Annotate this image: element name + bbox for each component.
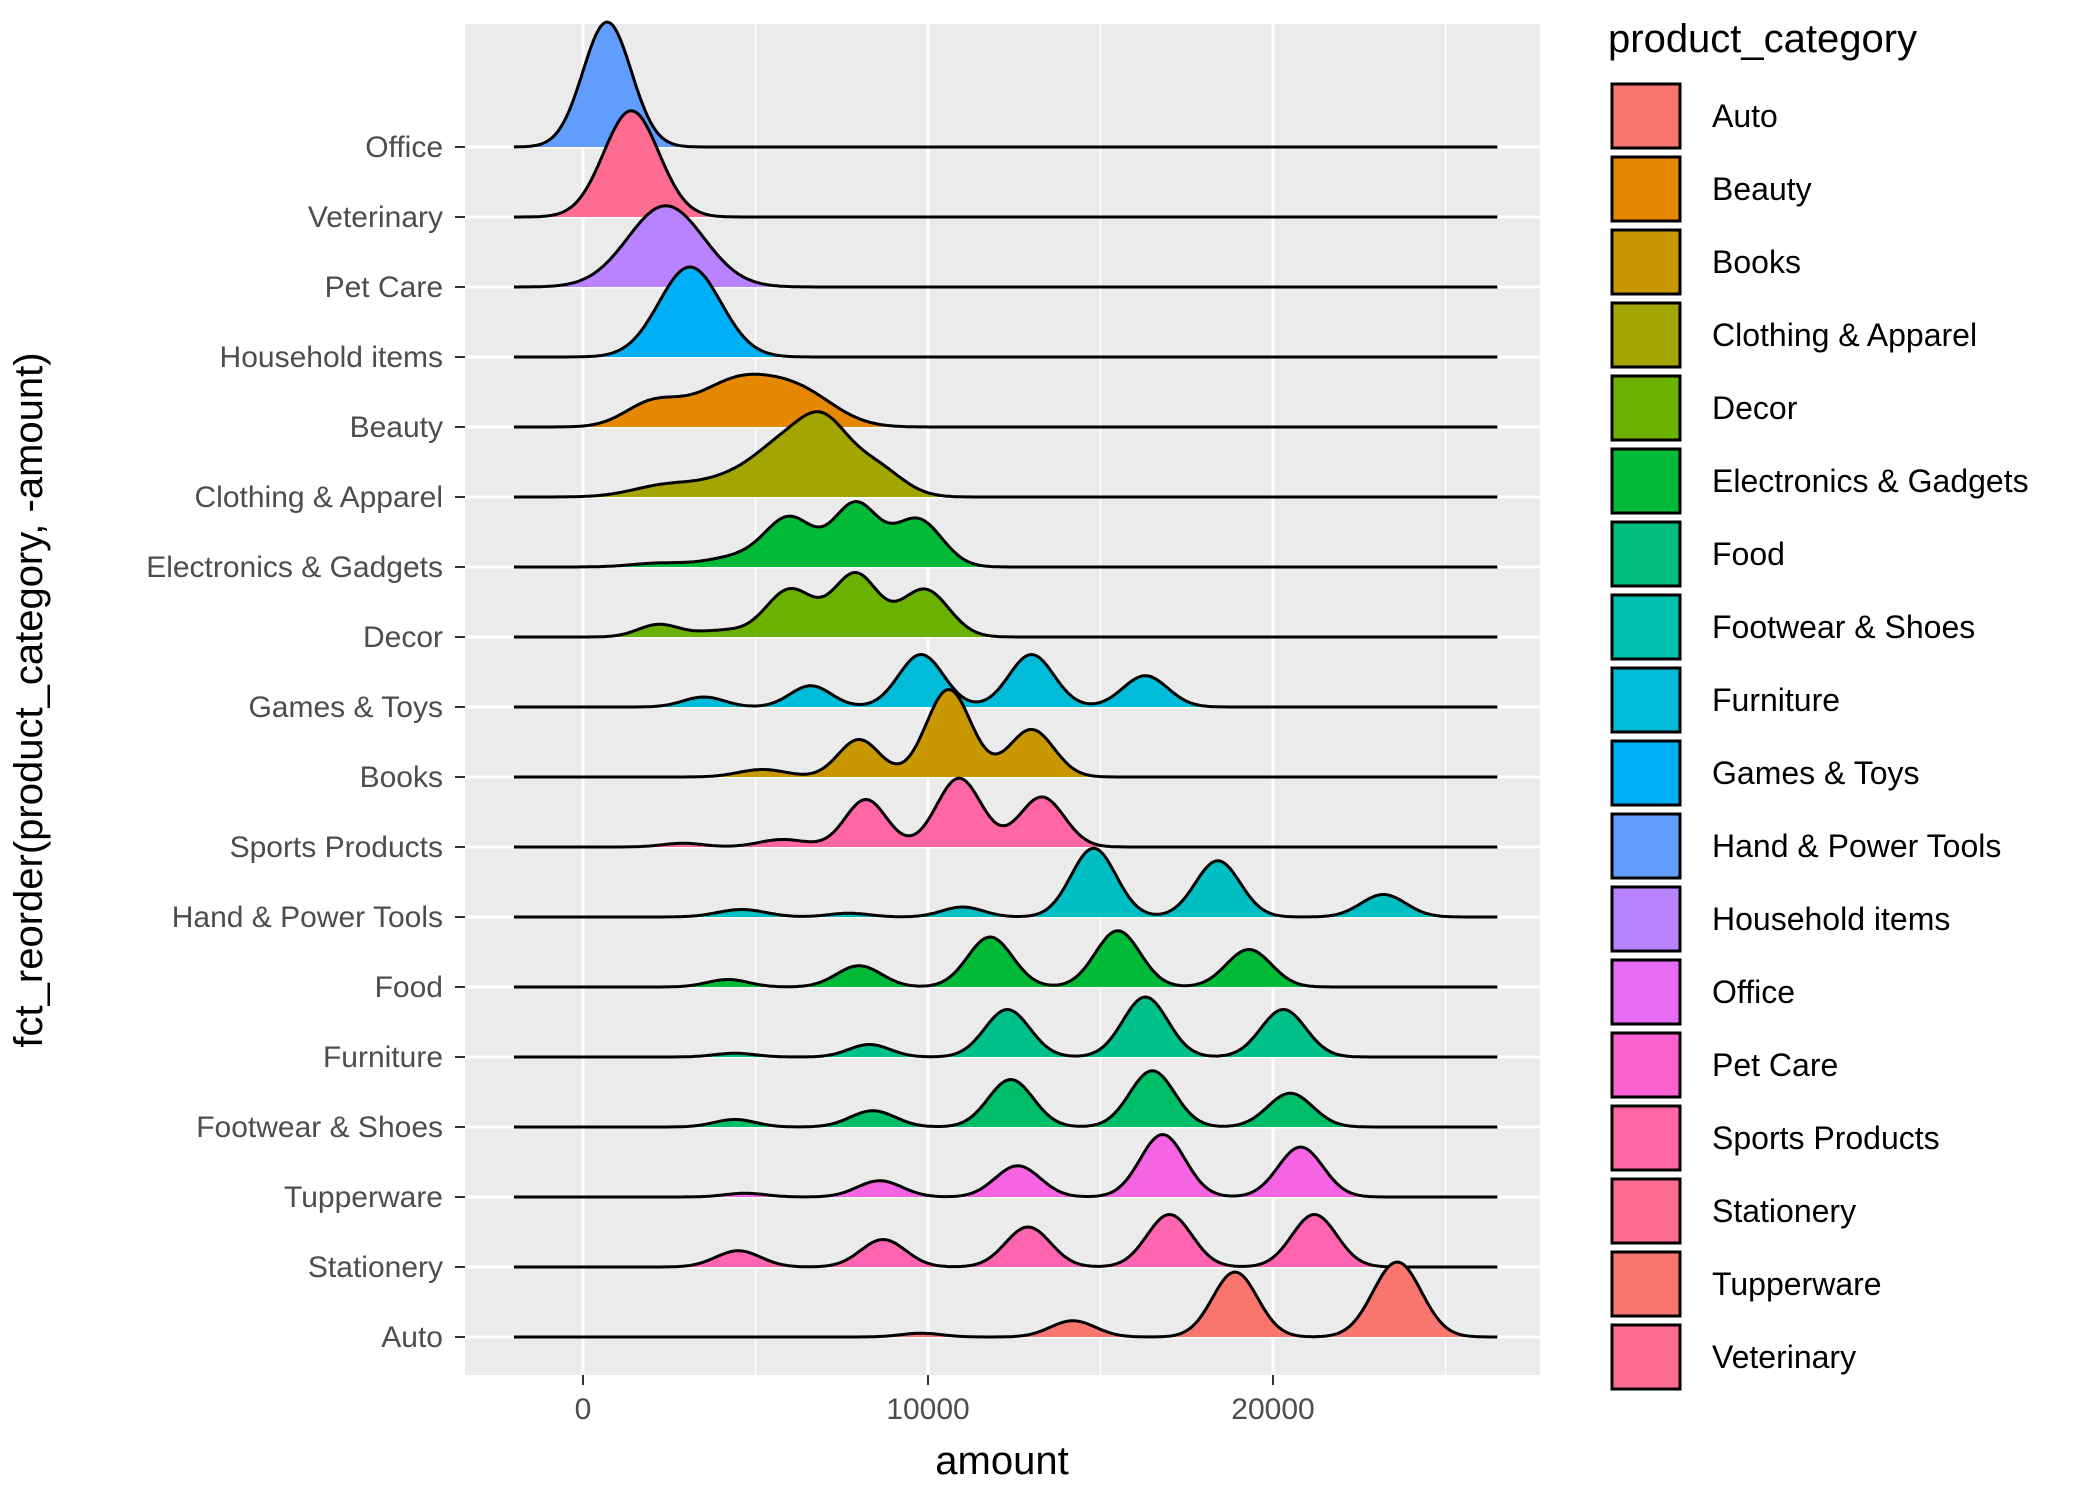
legend-label-hand-power-tools: Hand & Power Tools: [1712, 828, 2001, 864]
legend-key-clothing-apparel: [1610, 301, 1682, 369]
y-tick-label-food: Food: [375, 971, 443, 1004]
x-tick-label-2: 20000: [1231, 1393, 1314, 1426]
legend-key-food: [1610, 520, 1682, 588]
legend-key-beauty: [1610, 155, 1682, 223]
ridge-line-veterinary: [514, 109, 1498, 219]
ridge-fill-books: [514, 689, 1498, 777]
ridge-fill-decor: [514, 572, 1498, 637]
ridge-fill-furniture: [514, 997, 1498, 1057]
y-tick-label-sports-products: Sports Products: [230, 831, 443, 864]
legend-label-pet-care: Pet Care: [1712, 1047, 1838, 1083]
legend-label-footwear-shoes: Footwear & Shoes: [1712, 609, 1975, 645]
legend-label-food: Food: [1712, 536, 1785, 572]
y-tick-label-office: Office: [365, 131, 443, 164]
y-tick-label-household-items: Household items: [220, 341, 443, 374]
ridge-fill-pet-care: [514, 205, 1498, 287]
legend-key-tupperware: [1610, 1250, 1682, 1318]
ridge-line-household-items: [514, 265, 1498, 359]
y-tick-label-pet-care: Pet Care: [325, 271, 443, 304]
ridge-fill-footwear-shoes: [514, 1070, 1498, 1127]
y-tick-label-electronics-gadgets: Electronics & Gadgets: [146, 551, 443, 584]
legend-label-sports-products: Sports Products: [1712, 1120, 1940, 1156]
ridge-line-decor: [514, 570, 1498, 639]
legend: Auto Beauty Books Clothing & Apparel Decor El…: [1610, 82, 2029, 1391]
legend-label-office: Office: [1712, 974, 1795, 1010]
ridge-line-games-toys: [514, 652, 1498, 709]
ridge-line-footwear-shoes: [514, 1069, 1498, 1129]
y-tick-label-auto: Auto: [381, 1321, 443, 1354]
legend-label-books: Books: [1712, 244, 1801, 280]
minor-gridlines: [754, 24, 1447, 1375]
ridge-fill-food: [514, 930, 1498, 987]
ridge-line-beauty: [514, 372, 1498, 429]
legend-label-stationery: Stationery: [1712, 1193, 1856, 1229]
legend-label-decor: Decor: [1712, 390, 1798, 426]
y-tick-label-books: Books: [360, 761, 443, 794]
x-axis-title: amount: [935, 1439, 1068, 1483]
ridge-line-electronics-gadgets: [514, 499, 1498, 569]
legend-label-tupperware: Tupperware: [1712, 1266, 1882, 1302]
x-tick-label-0: 0: [575, 1393, 592, 1426]
ridge-fill-beauty: [514, 374, 1498, 427]
x-tick-label-1: 10000: [886, 1393, 969, 1426]
y-tick-label-footwear-shoes: Footwear & Shoes: [196, 1111, 443, 1144]
legend-key-hand-power-tools: [1610, 812, 1682, 880]
legend-key-electronics-gadgets: [1610, 447, 1682, 515]
ridge-line-sports-products: [514, 776, 1498, 849]
ridge-line-furniture: [514, 995, 1498, 1059]
legend-title: product_category: [1608, 17, 1917, 61]
legend-key-sports-products: [1610, 1104, 1682, 1172]
ridge-fill-tupperware: [514, 1134, 1498, 1197]
ridge-line-clothing-apparel: [514, 410, 1498, 499]
ridge-line-office: [514, 20, 1498, 149]
legend-label-electronics-gadgets: Electronics & Gadgets: [1712, 463, 2029, 499]
x-axis: 0 10000 20000: [575, 1375, 1315, 1426]
legend-key-books: [1610, 228, 1682, 296]
ridge-line-stationery: [514, 1212, 1498, 1269]
legend-label-auto: Auto: [1712, 98, 1778, 134]
legend-label-household-items: Household items: [1712, 901, 1950, 937]
legend-label-furniture: Furniture: [1712, 682, 1840, 718]
legend-label-clothing-apparel: Clothing & Apparel: [1712, 317, 1977, 353]
legend-key-office: [1610, 958, 1682, 1026]
legend-key-furniture: [1610, 666, 1682, 734]
ridge-line-books: [514, 687, 1498, 779]
ridge-fill-stationery: [514, 1214, 1498, 1267]
y-tick-label-hand-power-tools: Hand & Power Tools: [172, 901, 443, 934]
y-tick-label-decor: Decor: [363, 621, 443, 654]
ridge-fill-sports-products: [514, 778, 1498, 847]
y-tick-label-clothing-apparel: Clothing & Apparel: [195, 481, 444, 514]
y-tick-label-beauty: Beauty: [350, 411, 443, 444]
ridge-fill-household-items: [514, 267, 1498, 357]
legend-key-auto: [1610, 82, 1682, 150]
ridge-fill-electronics-gadgets: [514, 501, 1498, 567]
y-tick-label-stationery: Stationery: [308, 1251, 443, 1284]
ridge-line-hand-power-tools: [514, 846, 1498, 919]
y-axis-title: fct_reorder(product_category, -amount): [7, 352, 51, 1047]
legend-key-stationery: [1610, 1177, 1682, 1245]
ridge-line-auto: [514, 1260, 1498, 1339]
density-ridges: [514, 20, 1498, 1339]
ridge-line-pet-care: [514, 204, 1498, 289]
y-tick-label-furniture: Furniture: [323, 1041, 443, 1074]
y-tick-label-tupperware: Tupperware: [284, 1181, 443, 1214]
legend-key-veterinary: [1610, 1323, 1682, 1391]
ridge-line-tupperware: [514, 1132, 1498, 1199]
legend-key-household-items: [1610, 885, 1682, 953]
legend-key-pet-care: [1610, 1031, 1682, 1099]
legend-key-decor: [1610, 374, 1682, 442]
ridge-fill-veterinary: [514, 110, 1498, 217]
legend-label-beauty: Beauty: [1712, 171, 1812, 207]
legend-label-games-toys: Games & Toys: [1712, 755, 1919, 791]
y-tick-label-games-toys: Games & Toys: [248, 691, 443, 724]
y-axis: Auto Stationery Tupperware Footwear & Shoes…: [146, 131, 465, 1354]
ridge-fill-clothing-apparel: [514, 411, 1498, 497]
legend-label-veterinary: Veterinary: [1712, 1339, 1856, 1375]
y-tick-label-veterinary: Veterinary: [308, 201, 443, 234]
ridge-fill-auto: [514, 1262, 1498, 1337]
legend-key-games-toys: [1610, 739, 1682, 807]
ridge-line-food: [514, 929, 1498, 989]
legend-key-footwear-shoes: [1610, 593, 1682, 661]
